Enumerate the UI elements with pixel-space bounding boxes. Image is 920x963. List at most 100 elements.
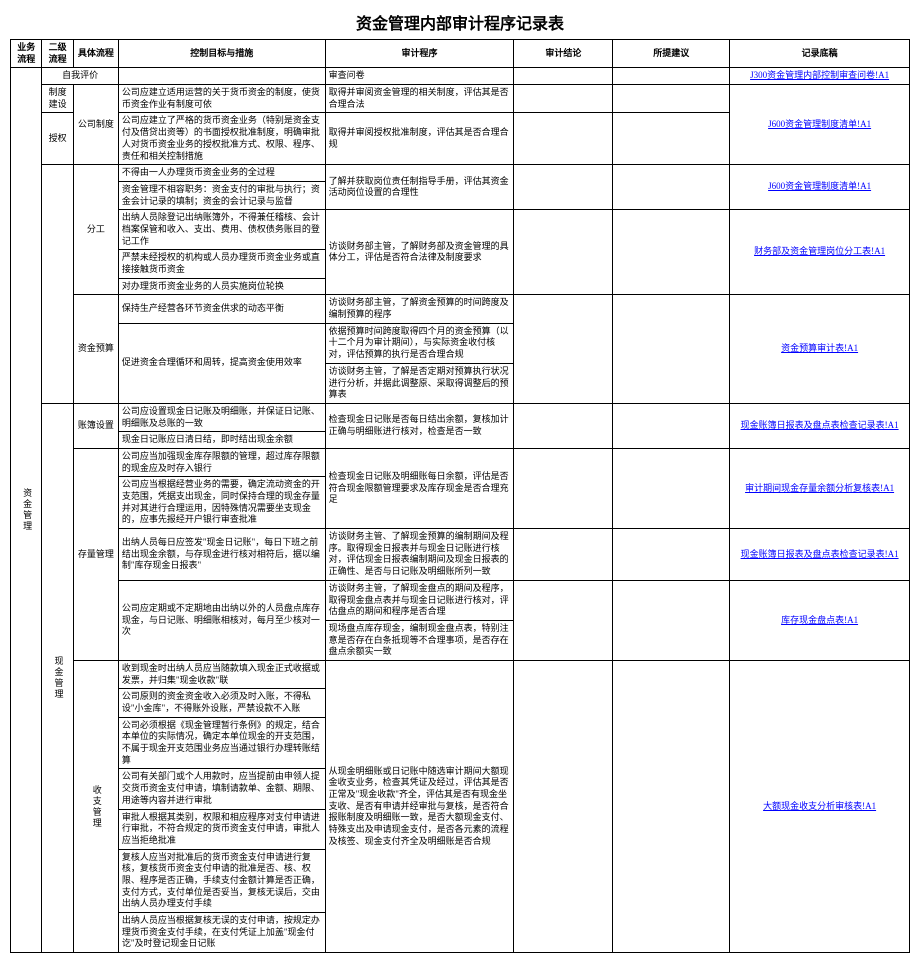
cell: 依据预算时间跨度取得四个月的资金预算（以十二个月为审计期间），与实际资金收付核对…	[325, 323, 514, 363]
cell	[42, 165, 73, 404]
level1-fund: 资金管理	[11, 68, 42, 953]
cell: 不得由一人办理货币资金业务的全过程	[118, 165, 325, 182]
cell: 访谈财务主管，了解是否定期对预算执行状况进行分析，并据此调整原、采取得调整后的预…	[325, 363, 514, 403]
cell	[613, 660, 730, 952]
cell: 公司有关部门或个人用款时，应当提前由申领人提交货币资金支付申请，填制请款单、金额…	[118, 769, 325, 809]
table-row: 制度建设 公司制度 公司应建立适用运营的关于货币资金的制度，使货币资金作业有制度…	[11, 85, 910, 113]
header-row: 业务流程 二级流程 具体流程 控制目标与措施 审计程序 审计结论 所提建议 记录…	[11, 40, 910, 68]
cell	[613, 68, 730, 85]
cell: 出纳人员除登记出纳账簿外，不得兼任稽核、会计档案保管和收入、支出、费用、债权债务…	[118, 210, 325, 250]
cell	[514, 68, 613, 85]
cell	[613, 85, 730, 113]
cell: 公司制度	[73, 85, 118, 165]
cell: 取得并审阅授权批准制度，评估其是否合理合规	[325, 113, 514, 165]
cell: 访谈财务部主管，了解资金预算的时间跨度及编制预算的程序	[325, 295, 514, 323]
cell	[514, 403, 613, 448]
link-record[interactable]: 资金预算审计表!A1	[730, 295, 910, 404]
cell	[514, 529, 613, 581]
cell: 授权	[42, 113, 73, 165]
link-record[interactable]: J600资金管理制度清单!A1	[730, 165, 910, 210]
cell	[514, 113, 613, 165]
table-row: 收支管理 收到现金时出纳人员应当随款填入现金正式收据或发票，并归集"现金收款"联…	[11, 660, 910, 688]
header-conclusion: 审计结论	[514, 40, 613, 68]
cell: 访谈财务主管，了解现金盘点的期间及程序，取得现金盘点表并与现金日记账进行核对，评…	[325, 580, 514, 620]
cell: 检查现金日记账及明细账每日余额，评估是否符合现金限额管理要求及库存现金是否合理充…	[325, 448, 514, 528]
table-row: 出纳人员每日应签发"现金日记账"，每日下班之前结出现金余额，与存现金进行核对相符…	[11, 529, 910, 581]
page-title: 资金管理内部审计程序记录表	[10, 10, 910, 34]
cell: 制度建设	[42, 85, 73, 113]
cell: 出纳人员每日应签发"现金日记账"，每日下班之前结出现金余额，与存现金进行核对相符…	[118, 529, 325, 581]
cell: 促进资金合理循环和周转，提高资金使用效率	[118, 323, 325, 403]
table-row: 出纳人员除登记出纳账簿外，不得兼任稽核、会计档案保管和收入、支出、费用、债权债务…	[11, 210, 910, 250]
cell	[514, 660, 613, 952]
table-row: 分工 不得由一人办理货币资金业务的全过程 了解并获取岗位责任制指导手册，评估其资…	[11, 165, 910, 182]
header-audit: 审计程序	[325, 40, 514, 68]
cell: 自我评价	[42, 68, 118, 85]
link-record[interactable]: J300资金管理内部控制审查问卷!A1	[730, 68, 910, 85]
cell: 公司应定期或不定期地由出纳以外的人员盘点库存现金，与日记账、明细账相核对，每月至…	[118, 580, 325, 660]
cell: 取得并审阅资金管理的相关制度，评估其是否合理合法	[325, 85, 514, 113]
cell	[613, 529, 730, 581]
link-record[interactable]: 大额现金收支分析审核表!A1	[730, 660, 910, 952]
cell: 账簿设置	[73, 403, 118, 448]
cell: 资金预算	[73, 295, 118, 404]
cell: 访谈财务主管、了解现金预算的编制期间及程序。取得现金日报表并与现金日记账进行核对…	[325, 529, 514, 581]
link-record[interactable]: J600资金管理制度清单!A1	[730, 85, 910, 165]
cell: 严禁未经授权的机构或人员办理货币资金业务或直接接触货币资金	[118, 250, 325, 278]
cell	[514, 210, 613, 295]
cell: 公司应当根据经营业务的需要，确定流动资金的开支范围，凭据支出现金，同时保持合理的…	[118, 477, 325, 529]
cell	[514, 580, 613, 660]
cell: 公司应设置现金日记账及明细账，并保证日记账、明细账及总账的一致	[118, 403, 325, 431]
cell: 出纳人员应当根据复核无误的支付申请，按规定办理货币资金支付手续，在支付凭证上加盖…	[118, 913, 325, 953]
cell: 存量管理	[73, 448, 118, 660]
cell: 审批人根据其类别，权限和相应程序对支付申请进行审批，不符合规定的货币资金支付申请…	[118, 809, 325, 849]
link-record[interactable]: 现金账簿日报表及盘点表检查记录表!A1	[730, 403, 910, 448]
cell: 公司原则的资金资金收入必须及时入账，不得私设"小金库"，不得账外设账，严禁设款不…	[118, 689, 325, 717]
table-row: 资金管理 自我评价 审查问卷 J300资金管理内部控制审查问卷!A1	[11, 68, 910, 85]
header-control: 控制目标与措施	[118, 40, 325, 68]
cell: 收支管理	[73, 660, 118, 952]
cell: 复核人应当对批准后的货币资金支付申请进行复核，复核货币资金支付申请的批准是否、核…	[118, 849, 325, 912]
level2-cash: 现金管理	[42, 403, 73, 952]
cell: 分工	[73, 165, 118, 295]
cell	[514, 165, 613, 210]
link-record[interactable]: 审计期间现金存量余额分析复核表!A1	[730, 448, 910, 528]
header-subprocess: 二级流程	[42, 40, 73, 68]
cell: 收到现金时出纳人员应当随款填入现金正式收据或发票，并归集"现金收款"联	[118, 660, 325, 688]
cell: 现场盘点库存现金，编制现金盘点表，特别注意是否存在白条抵现等不合理事项，是否存在…	[325, 620, 514, 660]
cell: 检查现金日记账是否每日结出余额，复核加计正确与明细账进行核对，检查是否一致	[325, 403, 514, 448]
cell: 了解并获取岗位责任制指导手册，评估其资金活动岗位设置的合理性	[325, 165, 514, 210]
header-record: 记录底稿	[730, 40, 910, 68]
table-row: 存量管理 公司应当加强现金库存限额的管理，超过库存限额的现金应及时存入银行 检查…	[11, 448, 910, 476]
cell	[118, 68, 325, 85]
cell	[613, 403, 730, 448]
cell: 公司应建立了严格的货币资金业务（特别是资金支付及借贷出资等）的书面授权批准制度，…	[118, 113, 325, 165]
cell	[514, 85, 613, 113]
table-row: 资金预算 保持生产经营各环节资金供求的动态平衡 访谈财务部主管，了解资金预算的时…	[11, 295, 910, 323]
cell: 对办理货币资金业务的人员实施岗位轮换	[118, 278, 325, 295]
link-record[interactable]: 现金账簿日报表及盘点表检查记录表!A1	[730, 529, 910, 581]
cell: 资金管理不相容职务：资金支付的审批与执行；资金会计记录的填制；资金的会计记录与监…	[118, 181, 325, 209]
cell	[613, 580, 730, 660]
cell: 公司应当加强现金库存限额的管理，超过库存限额的现金应及时存入银行	[118, 448, 325, 476]
cell: 公司必须根据《现金管理暂行条例》的规定，结合本单位的实际情况，确定本单位现金的开…	[118, 717, 325, 769]
table-row: 公司应定期或不定期地由出纳以外的人员盘点库存现金，与日记账、明细账相核对，每月至…	[11, 580, 910, 620]
audit-table: 业务流程 二级流程 具体流程 控制目标与措施 审计程序 审计结论 所提建议 记录…	[10, 39, 910, 953]
cell: 从现金明细账或日记账中随选审计期间大额现金收支业务，检查其凭证及经过，评估其是否…	[325, 660, 514, 952]
cell	[613, 210, 730, 295]
header-process: 业务流程	[11, 40, 42, 68]
cell	[514, 295, 613, 404]
cell	[613, 165, 730, 210]
cell	[514, 448, 613, 528]
header-detail: 具体流程	[73, 40, 118, 68]
cell: 现金日记账应日清日结，即时结出现金余额	[118, 432, 325, 449]
link-record[interactable]: 财务部及资金管理岗位分工表!A1	[730, 210, 910, 295]
cell	[613, 448, 730, 528]
cell	[613, 295, 730, 404]
header-suggestion: 所提建议	[613, 40, 730, 68]
link-record[interactable]: 库存现金盘点表!A1	[730, 580, 910, 660]
cell: 访谈财务部主管，了解财务部及资金管理的具体分工，评估是否符合法律及制度要求	[325, 210, 514, 295]
cell	[613, 113, 730, 165]
cell: 公司应建立适用运营的关于货币资金的制度，使货币资金作业有制度可依	[118, 85, 325, 113]
cell: 保持生产经营各环节资金供求的动态平衡	[118, 295, 325, 323]
